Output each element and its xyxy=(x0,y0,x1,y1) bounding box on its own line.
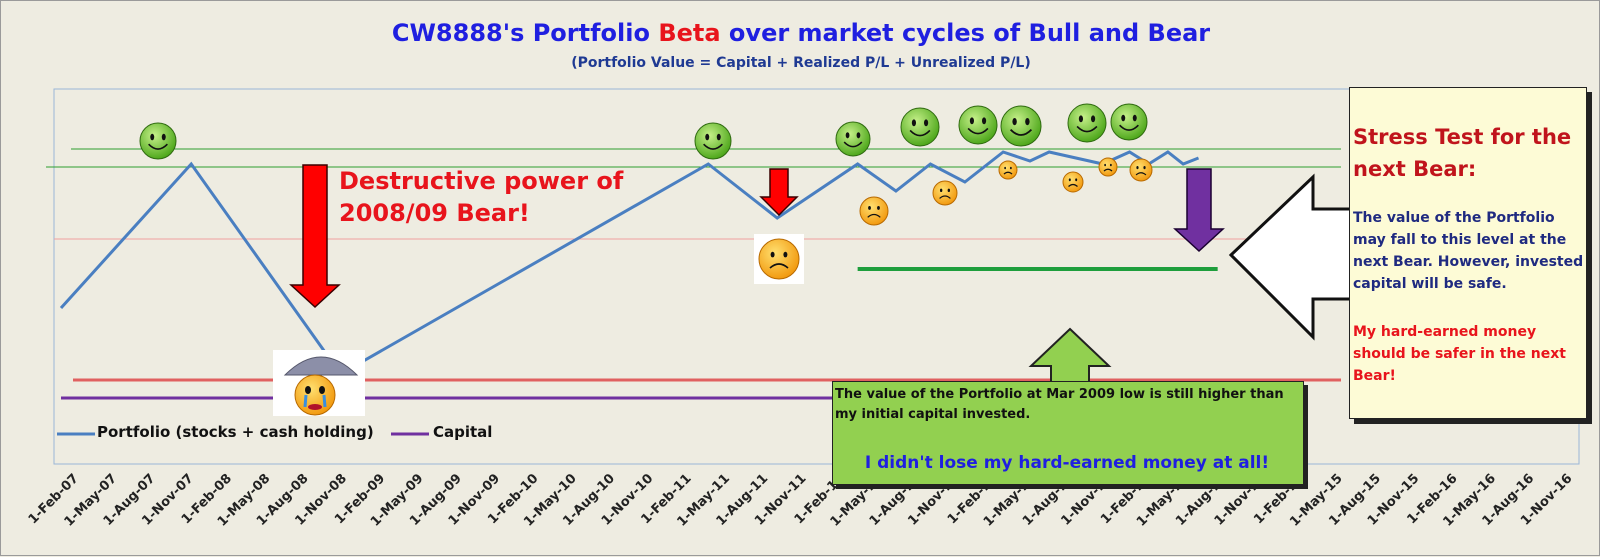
smiley-sad-icon xyxy=(932,180,958,206)
stress-test-body: The value of the Portfolio may fall to t… xyxy=(1353,210,1584,292)
legend-portfolio-label: Portfolio (stocks + cash holding) xyxy=(97,423,374,441)
smiley-happy-icon xyxy=(835,121,871,157)
smiley-sad-icon xyxy=(754,234,804,284)
smiley-happy-icon xyxy=(694,122,732,160)
portfolio-line xyxy=(59,150,1200,376)
smiley-sad-icon xyxy=(1062,171,1084,193)
small-red-down-arrow xyxy=(759,168,799,217)
smiley-sad-icon xyxy=(1098,157,1118,177)
stress-title-line-2: next Bear: xyxy=(1353,157,1477,181)
title-part-1: CW8888's Portfolio xyxy=(391,19,659,47)
purple-down-arrow xyxy=(1173,168,1225,253)
smiley-happy-icon xyxy=(139,122,177,160)
smiley-happy-icon xyxy=(1110,103,1148,141)
destructive-line-1: Destructive power of xyxy=(339,167,624,195)
title-part-2: over market cycles of Bull and Bear xyxy=(720,19,1211,47)
smiley-happy-icon xyxy=(958,105,998,145)
destructive-line-2: 2008/09 Bear! xyxy=(339,199,530,227)
smiley-sad-icon xyxy=(998,160,1018,180)
x-axis-ticks: 1-Feb-071-May-071-Aug-071-Nov-071-Feb-08… xyxy=(26,471,1576,529)
stress-test-box xyxy=(1349,87,1587,419)
title-beta-word: Beta xyxy=(658,19,721,47)
chart-subtitle: (Portfolio Value = Capital + Realized P/… xyxy=(571,55,1031,71)
smiley-happy-icon xyxy=(900,107,940,147)
stress-test-money: My hard-earned money should be safer in … xyxy=(1353,324,1566,384)
smiley-sad-icon xyxy=(1129,158,1153,182)
chart-title: CW8888's Portfolio Beta over market cycl… xyxy=(1,19,1600,47)
destructive-power-callout: Destructive power of 2008/09 Bear! xyxy=(339,165,639,229)
legend-capital-label: Capital xyxy=(433,423,493,441)
big-red-down-arrow xyxy=(289,164,341,309)
green-callout-strong: I didn't lose my hard-earned money at al… xyxy=(864,453,1270,473)
stress-title-line-1: Stress Test for the xyxy=(1353,125,1572,149)
smiley-happy-icon xyxy=(1067,103,1107,143)
smiley-sad-icon xyxy=(859,196,889,226)
green-callout-box xyxy=(832,381,1304,485)
crying-umbrella-icon xyxy=(273,350,365,416)
stress-test-title: Stress Test for the next Bear: xyxy=(1353,121,1583,185)
emoji-faces xyxy=(139,103,1153,416)
green-callout-text: The value of the Portfolio at Mar 2009 l… xyxy=(835,387,1284,422)
smiley-happy-icon xyxy=(1000,105,1042,147)
